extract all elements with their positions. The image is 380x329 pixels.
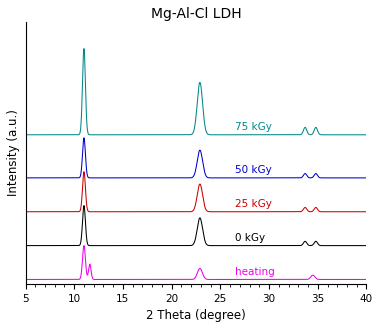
X-axis label: 2 Theta (degree): 2 Theta (degree) <box>146 309 246 322</box>
Text: 75 kGy: 75 kGy <box>235 122 272 132</box>
Text: 25 kGy: 25 kGy <box>235 199 272 209</box>
Y-axis label: Intensity (a.u.): Intensity (a.u.) <box>7 110 20 196</box>
Title: Mg-Al-Cl LDH: Mg-Al-Cl LDH <box>151 7 241 21</box>
Text: 0 kGy: 0 kGy <box>235 233 265 243</box>
Text: heating: heating <box>235 267 275 277</box>
Text: 50 kGy: 50 kGy <box>235 165 272 175</box>
